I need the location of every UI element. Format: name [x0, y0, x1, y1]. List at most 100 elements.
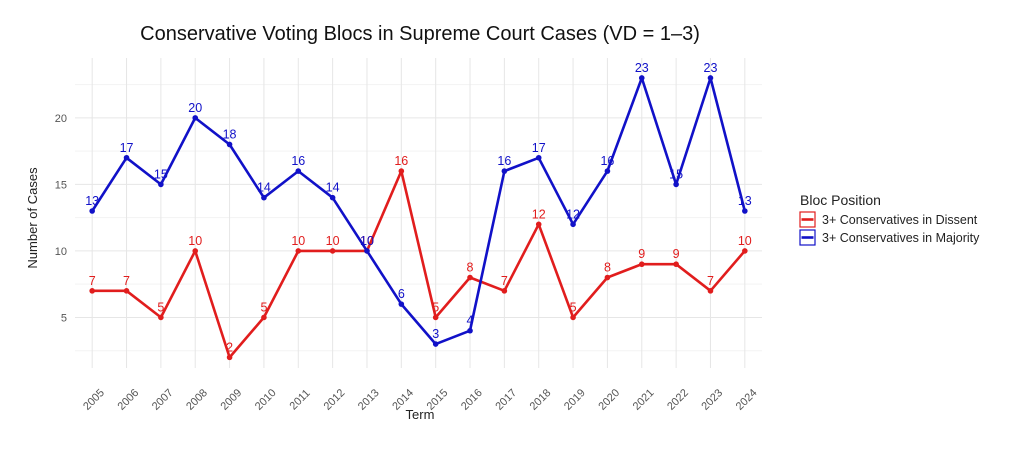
x-tick-label: 2005	[81, 387, 107, 413]
x-tick-label: 2019	[562, 387, 588, 413]
data-label: 13	[85, 194, 99, 208]
data-label: 3	[432, 327, 439, 341]
series-majority: 13 17 15 20 18 14 16 14 10 6 3 4 16 17 12 16 23 15 23 13	[85, 61, 752, 347]
data-label: 17	[532, 141, 546, 155]
data-point	[192, 115, 199, 121]
data-point	[432, 341, 439, 347]
data-point	[123, 154, 130, 161]
y-tick-label: 10	[55, 246, 67, 258]
data-label: 8	[467, 261, 474, 275]
data-label: 5	[260, 300, 267, 314]
data-point	[158, 181, 164, 188]
data-point	[638, 261, 645, 268]
data-point	[501, 288, 508, 294]
x-axis-title: Term	[406, 407, 435, 422]
series-line	[92, 169, 746, 359]
data-point	[329, 248, 336, 254]
data-point	[295, 248, 302, 254]
data-label: 7	[89, 274, 96, 288]
x-tick-label: 2012	[322, 387, 348, 413]
x-tick-label: 2008	[184, 387, 210, 413]
data-point	[535, 154, 542, 161]
data-point	[364, 248, 370, 254]
data-point	[432, 314, 439, 321]
data-label: 14	[326, 181, 340, 195]
y-tick-label: 5	[61, 312, 67, 324]
data-label: 13	[738, 194, 752, 208]
x-tick-label: 2023	[699, 387, 725, 413]
x-tick-label: 2013	[356, 387, 382, 413]
x-tick-label: 2021	[631, 387, 657, 413]
data-point	[707, 288, 714, 294]
data-point	[707, 75, 714, 81]
data-point	[742, 248, 748, 254]
data-point	[158, 314, 164, 321]
data-label: 10	[291, 234, 305, 248]
data-label: 2	[226, 340, 233, 354]
legend-item: 3+ Conservatives in Dissent	[799, 211, 978, 228]
data-label: 7	[707, 274, 714, 288]
data-point	[123, 288, 130, 294]
data-point	[467, 327, 473, 334]
data-label: 16	[497, 154, 511, 168]
series-dissent: 7 7 5 10 2 5 10 10 10 16 5 8 7 12 5 8 9 9 7 10	[89, 154, 752, 361]
data-point	[261, 314, 267, 321]
data-point	[570, 314, 576, 321]
data-label: 7	[501, 274, 508, 288]
data-point	[501, 168, 508, 174]
data-point	[329, 194, 336, 201]
chart-title: Conservative Voting Blocs in Supreme Cou…	[140, 23, 700, 45]
x-tick-label: 2020	[596, 387, 622, 413]
data-label: 10	[738, 234, 752, 248]
data-label: 15	[154, 167, 168, 181]
data-label: 20	[188, 101, 202, 115]
data-point	[226, 354, 233, 361]
data-label: 10	[360, 234, 374, 248]
legend-item: 3+ Conservatives in Majority	[799, 229, 980, 246]
data-point	[398, 168, 405, 174]
data-label: 16	[291, 154, 305, 168]
data-point	[604, 274, 611, 281]
data-label: 14	[257, 181, 271, 195]
data-point	[604, 168, 611, 174]
data-label: 6	[398, 287, 405, 301]
data-point	[89, 208, 95, 214]
data-label: 8	[604, 261, 611, 275]
x-tick-label: 2007	[150, 387, 176, 413]
data-point	[467, 274, 473, 281]
data-point	[638, 75, 645, 81]
y-tick-label: 15	[55, 179, 67, 191]
data-label: 15	[669, 167, 683, 181]
data-label: 18	[223, 127, 237, 141]
data-label: 16	[600, 154, 614, 168]
legend-label: 3+ Conservatives in Majority	[822, 231, 980, 245]
data-label: 9	[673, 247, 680, 261]
data-point	[261, 194, 267, 201]
x-tick-label: 2017	[493, 387, 519, 413]
series-line	[91, 76, 747, 346]
data-point	[398, 301, 405, 307]
x-tick-label: 2022	[665, 387, 691, 413]
legend-title: Bloc Position	[800, 192, 881, 208]
data-point	[226, 141, 233, 148]
x-tick-label: 2010	[253, 387, 279, 413]
data-label: 12	[566, 207, 580, 221]
grid	[75, 58, 762, 368]
data-label: 5	[570, 300, 577, 314]
data-label: 5	[157, 300, 164, 314]
x-tick-label: 2011	[288, 387, 313, 412]
data-label: 10	[326, 234, 340, 248]
data-point	[742, 208, 748, 214]
data-label: 4	[467, 314, 474, 328]
data-point	[89, 288, 95, 294]
x-tick-label: 2006	[116, 387, 142, 413]
data-point	[673, 261, 679, 268]
data-label: 7	[123, 274, 130, 288]
data-point	[295, 168, 302, 174]
data-point	[673, 181, 679, 188]
data-point	[535, 221, 542, 228]
x-tick-label: 2009	[219, 387, 245, 413]
data-label: 23	[635, 61, 649, 75]
